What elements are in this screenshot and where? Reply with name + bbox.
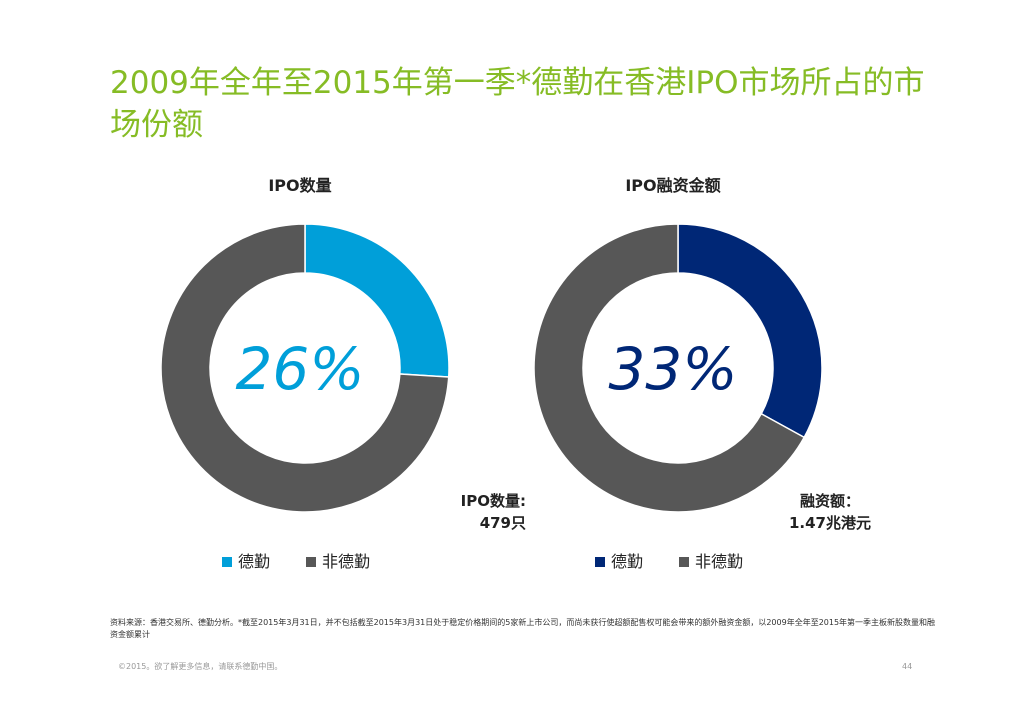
legend-count: 德勤 非德勤 <box>222 548 370 572</box>
donut-slice-others <box>160 223 450 513</box>
note-amount-value: 1.47兆港元 <box>788 514 871 532</box>
legend-label: 德勤 <box>611 552 644 571</box>
legend-item-others: 非德勤 <box>679 548 743 572</box>
note-amount-label: 融资额： <box>799 492 860 510</box>
note-count: IPO数量: 479只 <box>400 490 526 534</box>
donut-slice-deloitte <box>677 223 823 439</box>
note-count-label: IPO数量: <box>460 492 526 510</box>
chart-title-count: IPO数量 <box>268 176 332 195</box>
donut-chart-amount <box>533 223 823 513</box>
center-label-amount: 33% <box>608 335 738 403</box>
slide-title: 2009年全年至2015年第一季*德勤在香港IPO市场所占的市场份额 <box>110 65 925 143</box>
legend-item-others: 非德勤 <box>306 548 370 572</box>
legend-item-deloitte: 德勤 <box>222 548 270 572</box>
donut-chart-count <box>160 223 450 513</box>
note-amount: 融资额： 1.47兆港元 <box>760 490 900 534</box>
page-number: 44 <box>902 662 913 671</box>
legend-item-deloitte: 德勤 <box>595 548 643 572</box>
footnote: 资料来源：香港交易所、德勤分析。*截至2015年3月31日，并不包括截至2015… <box>110 618 936 639</box>
legend-label: 非德勤 <box>695 552 744 571</box>
center-label-count: 26% <box>235 335 365 403</box>
note-count-value: 479只 <box>479 514 526 532</box>
copyright: ©2015。欲了解更多信息，请联系德勤中国。 <box>118 662 283 671</box>
donut-slice-others <box>533 223 806 513</box>
legend-label: 非德勤 <box>322 552 371 571</box>
legend-amount: 德勤 非德勤 <box>595 548 743 572</box>
legend-label: 德勤 <box>238 552 271 571</box>
chart-title-amount: IPO融资金额 <box>625 176 721 195</box>
